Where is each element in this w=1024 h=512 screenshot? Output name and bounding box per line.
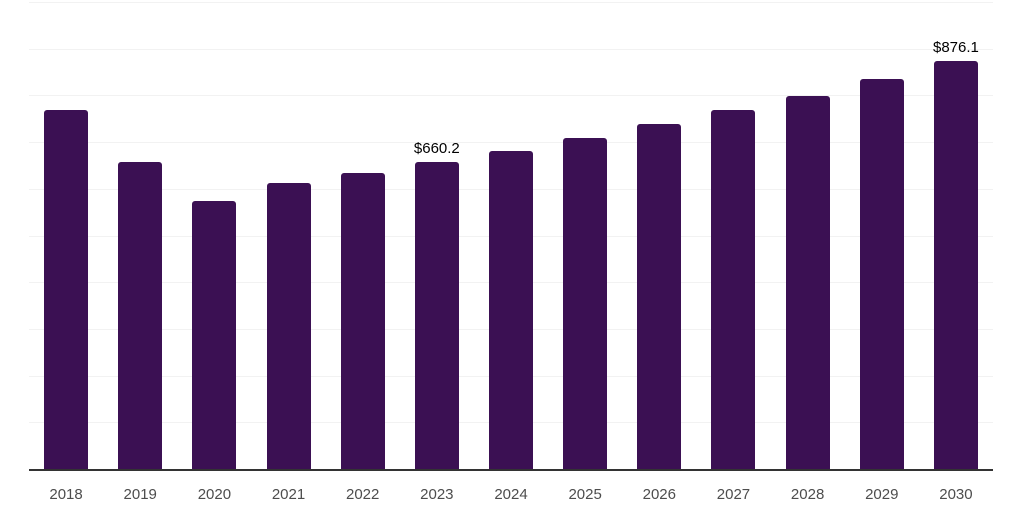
x-tick-label-2024: 2024 xyxy=(494,486,528,503)
bar-2021 xyxy=(266,183,311,470)
bar-2026 xyxy=(637,124,682,470)
bar-2027 xyxy=(711,109,756,470)
bar-2028 xyxy=(785,96,830,470)
bar-2019 xyxy=(118,162,163,470)
x-tick-label-2018: 2018 xyxy=(49,486,83,503)
x-tick-label-2030: 2030 xyxy=(939,486,973,503)
x-tick-label-2028: 2028 xyxy=(790,486,825,503)
x-tick-label-2025: 2025 xyxy=(568,486,602,503)
bar-2018 xyxy=(44,110,89,470)
x-tick-label-2019: 2019 xyxy=(123,486,157,503)
x-tick-label-2021: 2021 xyxy=(271,486,306,503)
bar-2020 xyxy=(192,201,237,470)
data-label-2030: $876.1 xyxy=(932,38,979,56)
x-tick-label-2020: 2020 xyxy=(197,486,232,503)
gridline-1000 xyxy=(29,2,993,3)
bar-2024 xyxy=(489,151,533,470)
gridline-700 xyxy=(29,142,993,144)
gridline-900 xyxy=(29,48,993,50)
x-tick-label-2023: 2023 xyxy=(420,486,454,503)
bar-2022 xyxy=(340,173,385,470)
plot-area: $660.2 $876.1 xyxy=(29,2,993,470)
x-tick-label-2029: 2029 xyxy=(865,486,899,503)
bar-2023 xyxy=(414,161,459,470)
x-tick-label-2027: 2027 xyxy=(716,486,751,503)
bar-2025 xyxy=(563,138,608,470)
x-axis-line xyxy=(29,469,993,471)
gridline-800 xyxy=(29,95,993,97)
bar-2030 xyxy=(933,60,978,470)
bar-2029 xyxy=(859,78,904,470)
data-label-2023: $660.2 xyxy=(413,139,460,157)
x-tick-label-2026: 2026 xyxy=(642,486,676,503)
x-tick-label-2022: 2022 xyxy=(346,486,380,503)
